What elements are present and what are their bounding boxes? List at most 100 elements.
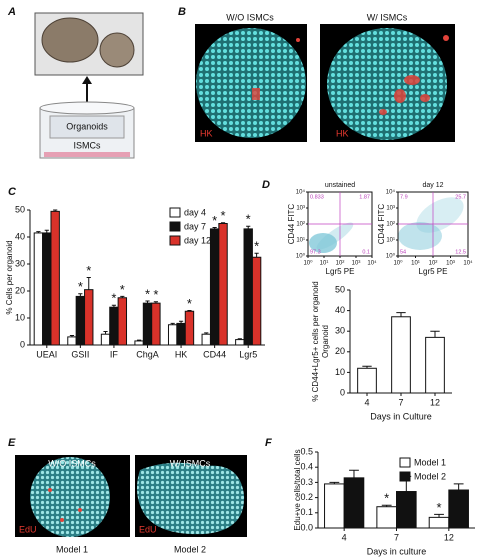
error-bar <box>53 209 58 212</box>
x-tick-label: GSII <box>71 349 89 359</box>
bar <box>100 333 111 346</box>
bar <box>391 316 411 394</box>
stain-label: HK <box>336 128 349 138</box>
x-tick-label: 4 <box>364 397 369 407</box>
plot-title: day 12 <box>422 182 443 189</box>
error-bar <box>111 304 117 308</box>
y-axis-label: CD44 FITC <box>377 204 386 245</box>
image-title: W/ ISMCs <box>170 458 211 468</box>
y-tick-label: 40 <box>15 231 25 241</box>
bar <box>235 339 245 346</box>
error-bar <box>145 300 150 304</box>
y-tick-label: 30 <box>15 258 25 268</box>
error-bar <box>44 229 49 233</box>
y-tick-label: 20 <box>335 346 345 356</box>
panel-letter: C <box>8 186 17 198</box>
legend-label: Model 2 <box>414 471 446 481</box>
x-tick-label: HK <box>175 349 188 359</box>
y-axis-label: Edu+ve cells/total cells <box>293 449 302 530</box>
y-tick-label: 0 <box>20 339 25 349</box>
x-axis-label: Days in culture <box>367 546 427 556</box>
bar <box>176 322 186 346</box>
panel-letter: D <box>262 179 270 191</box>
error-bar <box>254 252 259 258</box>
error-bar <box>120 295 125 298</box>
error-bar <box>204 332 209 335</box>
plot-title: unstained <box>325 182 355 189</box>
x-tick-label: 10⁴ <box>463 260 473 267</box>
y-tick-label: 10² <box>296 222 305 228</box>
micrograph: HK <box>195 24 307 142</box>
x-tick-label: 10⁰ <box>393 260 403 267</box>
x-tick-label: 10¹ <box>320 261 329 267</box>
bar <box>142 302 153 346</box>
error-bar <box>381 504 392 507</box>
y-tick-label: 0.0 <box>300 522 313 532</box>
bar <box>376 506 397 529</box>
y-tick-label: 0.3 <box>300 477 313 487</box>
error-bar <box>329 481 340 484</box>
significance-mark: * <box>78 279 83 294</box>
y-tick-label: 0.1 <box>300 507 313 517</box>
x-tick-label: UEAI <box>36 349 57 359</box>
y-axis-label: CD44 FITC <box>287 204 296 245</box>
x-tick-label: 12 <box>430 397 440 407</box>
panel-letter: F <box>265 437 272 449</box>
error-bar <box>69 335 75 337</box>
y-tick-label: 40 <box>335 305 345 315</box>
bar <box>117 297 128 346</box>
significance-mark: * <box>153 287 158 302</box>
error-bar <box>220 222 226 224</box>
image-caption: Model 2 <box>174 544 206 554</box>
bar <box>218 223 228 346</box>
y-tick-label: 10³ <box>296 206 305 212</box>
y-tick-label: 0 <box>340 387 345 397</box>
legend-label: day 7 <box>184 221 206 231</box>
bar <box>134 340 144 346</box>
error-bar <box>178 320 184 324</box>
bar <box>209 228 220 346</box>
panel-letter: B <box>178 6 186 18</box>
bar <box>67 336 77 346</box>
significance-mark: * <box>111 291 116 306</box>
x-tick-label: CD44 <box>203 349 226 359</box>
bar <box>201 333 211 346</box>
micrograph: W/ ISMCs EdU <box>135 455 247 537</box>
legend-swatch <box>169 221 181 232</box>
organoid <box>99 32 135 68</box>
y-tick-label: 10⁴ <box>386 189 396 196</box>
y-tick-label: 0.2 <box>300 492 313 502</box>
bar <box>167 324 178 346</box>
stain-label: EdU <box>139 524 157 534</box>
legend-swatch <box>399 457 411 468</box>
error-bar <box>170 322 175 325</box>
x-tick-label: 10⁰ <box>303 260 313 267</box>
schematic-label: ISMCs <box>74 140 102 150</box>
quadrant-label: 25.7 <box>455 194 466 200</box>
x-tick-label: 10¹ <box>411 261 420 267</box>
quadrant-label: 54 <box>400 249 406 255</box>
arrowhead <box>82 76 92 84</box>
y-tick-label: 10⁰ <box>386 253 396 260</box>
x-tick-label: 10² <box>429 261 438 267</box>
bar <box>428 516 450 529</box>
x-tick-label: 10⁴ <box>367 260 377 267</box>
bar <box>42 232 52 346</box>
x-axis-label: Days in Culture <box>370 411 432 421</box>
quadrant-label: 0.833 <box>310 194 324 200</box>
significance-mark: * <box>120 282 125 297</box>
x-axis-label: Lgr5 PE <box>326 267 355 276</box>
y-tick-label: 10 <box>335 367 345 377</box>
x-tick-label: 7 <box>394 532 399 542</box>
bar <box>448 489 469 529</box>
x-tick-label: 10³ <box>352 261 361 267</box>
quadrant-label: 0.1 <box>362 249 370 255</box>
bar <box>324 483 345 529</box>
panel-letter: A <box>7 6 16 18</box>
image-title: W/O ISMCs <box>48 458 96 468</box>
error-bar <box>153 301 158 304</box>
error-bar <box>78 293 83 297</box>
bar <box>184 310 195 346</box>
legend-swatch <box>169 235 181 246</box>
error-bar <box>187 309 192 312</box>
